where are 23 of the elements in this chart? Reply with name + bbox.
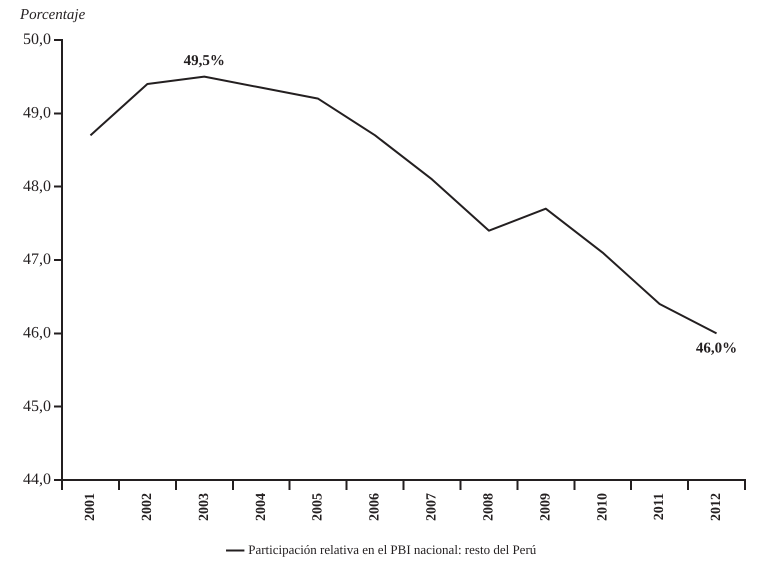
y-tick-label: 47,0 (23, 251, 51, 268)
y-tick-label: 49,0 (23, 104, 51, 122)
x-tick-label: 2005 (310, 493, 326, 521)
data-label: 46,0% (696, 340, 738, 357)
x-tick-label: 2009 (538, 493, 554, 521)
y-tick-label: 50,0 (23, 31, 51, 48)
x-tick-label: 2001 (83, 493, 98, 521)
x-tick-label: 2011 (652, 493, 668, 520)
x-tick-label: 2004 (254, 493, 269, 521)
y-tick-label: 48,0 (23, 178, 51, 195)
y-tick-label: 46,0 (23, 324, 51, 342)
x-tick-label: 2006 (368, 493, 383, 521)
y-tick-label: 44,0 (23, 471, 51, 488)
x-tick-label: 2003 (196, 493, 212, 521)
x-tick-label: 2008 (481, 493, 496, 521)
y-axis-title: Porcentaje (19, 6, 86, 23)
x-tick-label: 2010 (595, 493, 610, 521)
x-tick-label: 2007 (424, 493, 440, 521)
x-tick-label: 2002 (140, 493, 155, 521)
data-label: 49,5% (184, 53, 225, 70)
x-tick-label: 2012 (709, 493, 724, 521)
legend-label: Participación relativa en el PBI nacional: resto del Perú (248, 542, 537, 557)
y-tick-label: 45,0 (23, 398, 51, 415)
